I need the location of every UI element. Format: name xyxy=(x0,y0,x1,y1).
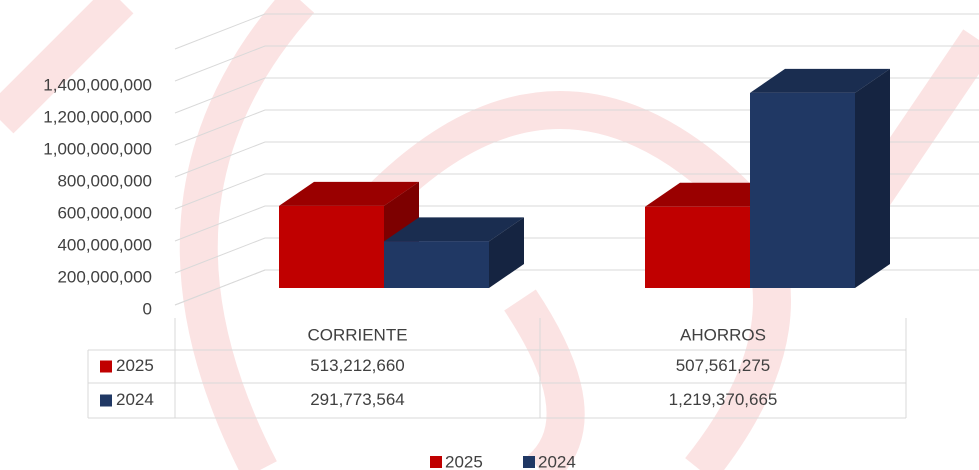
y-tick-label: 800,000,000 xyxy=(57,171,152,190)
bar xyxy=(750,92,855,288)
y-tick-label: 1,000,000,000 xyxy=(43,139,152,158)
bar-top xyxy=(750,68,890,93)
y-tick-label: 600,000,000 xyxy=(57,203,152,222)
floor-edge xyxy=(174,269,266,306)
legend-key xyxy=(100,394,112,407)
grid-line xyxy=(174,77,979,114)
bar xyxy=(645,206,750,288)
legend-label: 2025 xyxy=(445,452,483,470)
y-tick-label: 1,200,000,000 xyxy=(43,107,152,126)
legend-label: 2024 xyxy=(538,452,576,470)
legend-key xyxy=(430,456,442,468)
bar xyxy=(384,241,489,288)
bar-top xyxy=(384,217,524,242)
table-value: 513,212,660 xyxy=(310,356,405,375)
grid-line xyxy=(174,173,979,210)
bar-side xyxy=(489,217,524,288)
legend-key xyxy=(523,456,535,468)
y-tick-label: 200,000,000 xyxy=(57,267,152,286)
category-label: AHORROS xyxy=(680,325,766,344)
grid-line xyxy=(174,109,979,146)
grid-line xyxy=(174,45,979,82)
y-tick-label: 400,000,000 xyxy=(57,235,152,254)
table-value: 291,773,564 xyxy=(310,390,405,409)
bar-side xyxy=(855,68,890,288)
grid-line xyxy=(174,141,979,178)
table-value: 507,561,275 xyxy=(676,356,771,375)
table-value: 1,219,370,665 xyxy=(669,390,778,409)
y-tick-label: 1,400,000,000 xyxy=(43,75,152,94)
category-label: CORRIENTE xyxy=(307,325,407,344)
bar xyxy=(279,205,384,288)
legend-key xyxy=(100,360,112,373)
row-header: 2024 xyxy=(116,390,154,409)
row-header: 2025 xyxy=(116,356,154,375)
y-tick-label: 0 xyxy=(143,299,152,318)
grid-line xyxy=(174,13,979,50)
bar-top xyxy=(279,181,419,206)
